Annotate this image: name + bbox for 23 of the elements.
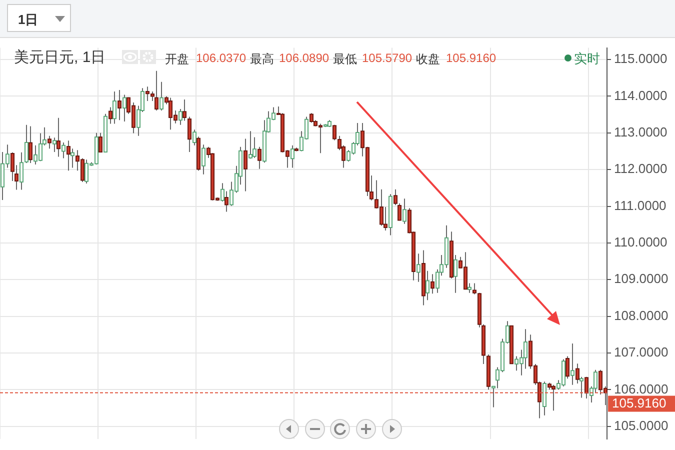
y-tick-label: 108.0000 [614, 308, 668, 323]
y-tick-label: 115.0000 [614, 51, 668, 66]
annotation: 106.0890 [279, 51, 330, 65]
y-tick-label: 106.0000 [614, 381, 668, 396]
y-tick-label: 112.0000 [614, 161, 668, 176]
y-tick-label: 105.0000 [614, 418, 668, 433]
annotation: 开盘 [165, 51, 189, 68]
annotation: 105.5790 [362, 51, 412, 65]
y-tick-label: 114.0000 [614, 88, 668, 103]
y-tick-label: 107.0000 [614, 344, 668, 360]
text: 1日 [18, 11, 38, 29]
annotation: 最高 [250, 51, 274, 68]
annotation: 105.9160 [446, 51, 496, 65]
annotation: 收盘 [416, 51, 440, 68]
annotation: 最低 [333, 51, 357, 68]
annotation: 实时 [574, 50, 600, 68]
y-tick-label: 110.0000 [614, 234, 668, 250]
annotation: 106.0370 [196, 51, 246, 65]
y-tick-label: 113.0000 [614, 124, 668, 140]
y-tick-label: 111.0000 [614, 198, 666, 213]
y-tick-label: 109.0000 [614, 271, 668, 286]
annotation: 美元日元, 1日 [14, 48, 106, 67]
ref-line-label: 105.9160 [612, 395, 666, 410]
